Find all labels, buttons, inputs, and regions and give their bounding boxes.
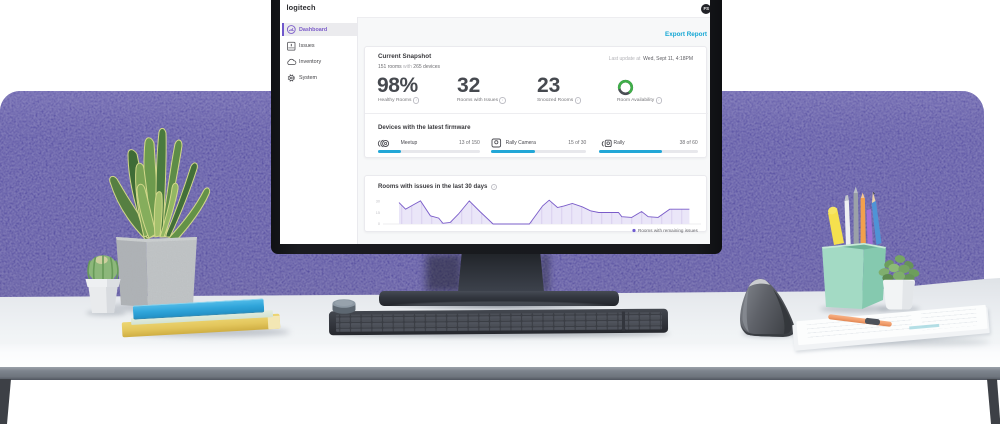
svg-text:15: 15 <box>376 211 380 215</box>
svg-text:0: 0 <box>378 222 380 226</box>
svg-text:30: 30 <box>376 200 380 204</box>
svg-text:Rooms with remaining issues: Rooms with remaining issues <box>638 228 698 233</box>
